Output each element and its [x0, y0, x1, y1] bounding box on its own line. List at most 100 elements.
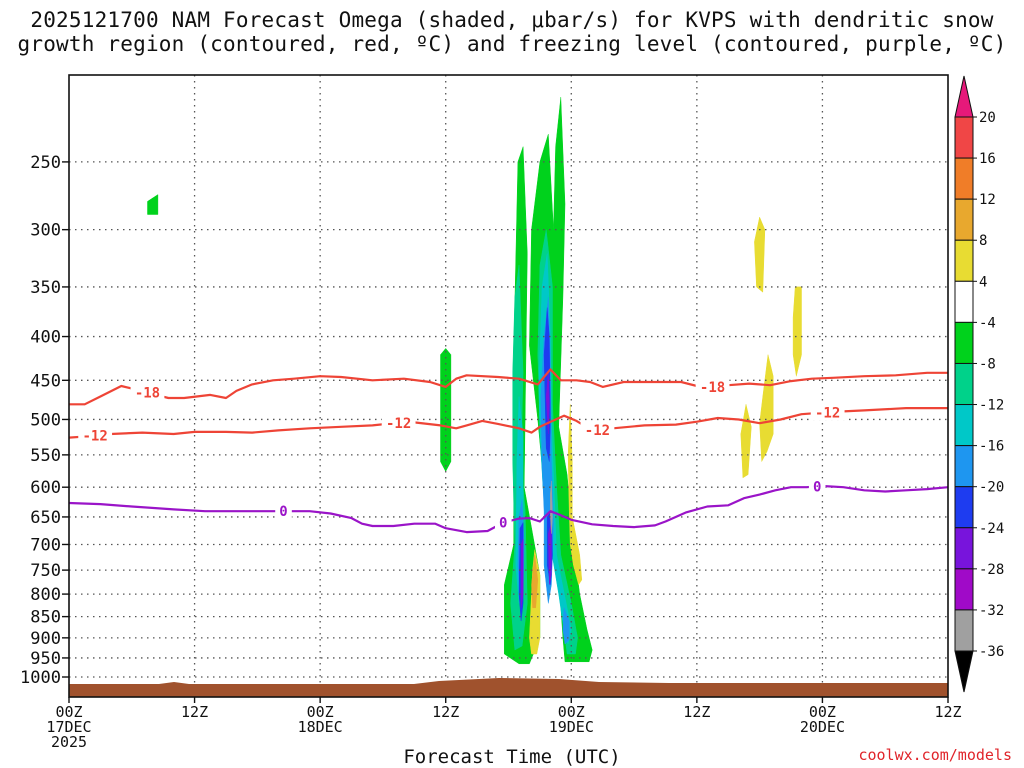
colorbar-label-6: -8 [979, 356, 996, 372]
colorbar-box-12 [954, 609, 974, 652]
colorbar-box-0 [954, 116, 974, 159]
contour-label--18-0: -18 [135, 386, 160, 402]
contour-label--12-0: -12 [83, 429, 108, 445]
contour-label-bg--12-3 [810, 404, 845, 421]
x-tick-label-0-1: 17DEC [46, 718, 91, 736]
colorbar-label-8: -16 [979, 439, 1004, 455]
axes: 2503003504004505005506006507007508008509… [20, 74, 962, 751]
contour-label-bg--18-0 [130, 384, 165, 401]
credit-link[interactable]: coolwx.com/models [858, 746, 1012, 764]
y-tick-label-750: 750 [30, 561, 61, 581]
colorbar-box-7 [954, 404, 974, 447]
colorbar-box-1 [954, 157, 974, 200]
colorbar-box-6 [954, 362, 974, 406]
colorbar-box-5 [954, 321, 974, 364]
chart-title-line-2: growth region (contoured, red, ºC) and f… [17, 32, 1007, 56]
omega-region-9 [562, 607, 570, 645]
y-tick-label-900: 900 [30, 629, 61, 649]
y-tick-label-800: 800 [30, 585, 61, 605]
omega-region-19 [531, 554, 539, 609]
colorbar-label-3: 8 [979, 233, 987, 249]
y-tick-label-350: 350 [30, 278, 61, 298]
contour-label-bg--12-1 [381, 414, 416, 431]
omega-region-16 [520, 538, 524, 609]
y-tick-label-700: 700 [30, 535, 61, 555]
y-tick-label-500: 500 [30, 410, 61, 430]
x-tick-label-72-1: 20DEC [800, 718, 845, 736]
ground-edge [69, 678, 948, 685]
omega-region-15 [548, 522, 552, 585]
contour-label--12-2: -12 [585, 423, 610, 439]
colorbar-bottom-arrow [954, 650, 974, 693]
ground-surface [69, 678, 948, 697]
y-tick-label-1000: 1000 [20, 668, 61, 688]
omega-shading [147, 96, 802, 665]
omega-region-23 [740, 404, 752, 479]
contour-label-bg-0-2 [808, 478, 826, 495]
contour-label-0-2: 0 [813, 479, 821, 495]
x-tick-label-24-1: 18DEC [298, 718, 343, 736]
omega-region-0 [147, 194, 159, 215]
x-tick-label-60-0: 12Z [683, 703, 710, 721]
colorbar-label-7: -12 [979, 398, 1004, 414]
contour-label-bg-0-1 [494, 514, 512, 531]
omega-region-17 [550, 480, 553, 534]
y-tick-label-250: 250 [30, 153, 61, 173]
colorbar-top-arrow [954, 75, 974, 118]
colorbar-box-3 [954, 239, 974, 282]
x-tick-label-0-0: 00Z [55, 703, 82, 721]
omega-region-14 [545, 371, 550, 435]
x-tick-label-24-0: 00Z [307, 703, 334, 721]
colorbar-label-10: -24 [979, 521, 1004, 537]
plot-frame [68, 74, 949, 698]
y-tick-label-450: 450 [30, 371, 61, 391]
colorbar-label-4: 4 [979, 274, 987, 290]
colorbar-label-5: -4 [979, 315, 996, 331]
x-tick-label-48-0: 00Z [558, 703, 585, 721]
x-axis-label: Forecast Time (UTC) [403, 746, 621, 768]
colorbar-box-9 [954, 486, 974, 529]
x-tick-label-72-0: 00Z [809, 703, 836, 721]
chart-title-line-1: 2025121700 NAM Forecast Omega (shaded, μ… [30, 8, 994, 32]
colorbar-box-4 [954, 280, 974, 323]
x-tick-label-0-2: 2025 [51, 733, 87, 751]
contour-label--18-1: -18 [700, 380, 725, 396]
y-tick-label-950: 950 [30, 649, 61, 669]
y-tick-label-650: 650 [30, 508, 61, 528]
contour-line-0 [68, 484, 949, 534]
temperature-contours: -18 -18 -12 -12 -12 -12 0 0 0 [68, 368, 949, 534]
colorbar-label-11: -28 [979, 562, 1004, 578]
y-tick-label-550: 550 [30, 446, 61, 466]
contour-label-bg--18-1 [695, 379, 730, 396]
y-tick-label-400: 400 [30, 328, 61, 348]
x-tick-label-84-0: 12Z [934, 703, 961, 721]
y-tick-label-300: 300 [30, 221, 61, 241]
colorbar-label-0: 20 [979, 110, 996, 126]
contour-label-bg--12-2 [580, 421, 615, 438]
colorbar-label-12: -32 [979, 603, 1004, 619]
y-tick-label-600: 600 [30, 478, 61, 498]
contour-line--12 [68, 407, 948, 439]
y-tick-label-850: 850 [30, 608, 61, 628]
ground-fill [69, 684, 948, 697]
omega-region-1 [440, 348, 452, 472]
colorbar-box-10 [954, 527, 974, 570]
contour-label-bg--12-0 [78, 427, 113, 444]
colorbar-box-8 [954, 445, 974, 488]
x-tick-label-12-0: 12Z [181, 703, 208, 721]
x-tick-label-36-0: 12Z [432, 703, 459, 721]
contour-label-0-0: 0 [279, 504, 287, 520]
colorbar-box-2 [954, 198, 974, 241]
contour-label-0-1: 0 [499, 516, 507, 532]
contour-line--18 [69, 368, 948, 406]
omega-region-21 [754, 216, 766, 293]
contour-label--12-1: -12 [386, 416, 411, 432]
contour-label--12-3: -12 [815, 405, 840, 421]
omega-region-22 [759, 354, 774, 462]
colorbar-label-9: -20 [979, 480, 1004, 496]
colorbar-label-13: -36 [979, 644, 1004, 660]
colorbar-label-2: 12 [979, 192, 996, 208]
colorbar: 20 16 12 8 4 -4 -8 -12 -16 -20 -24 -28 -32 -36 [954, 75, 1004, 693]
contour-label-bg-0-0 [275, 503, 292, 520]
